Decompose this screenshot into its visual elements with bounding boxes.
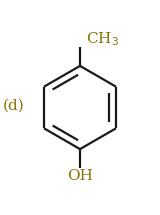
Text: CH$_3$: CH$_3$ xyxy=(86,31,119,48)
Text: OH: OH xyxy=(67,169,93,183)
Text: (d): (d) xyxy=(3,99,25,113)
